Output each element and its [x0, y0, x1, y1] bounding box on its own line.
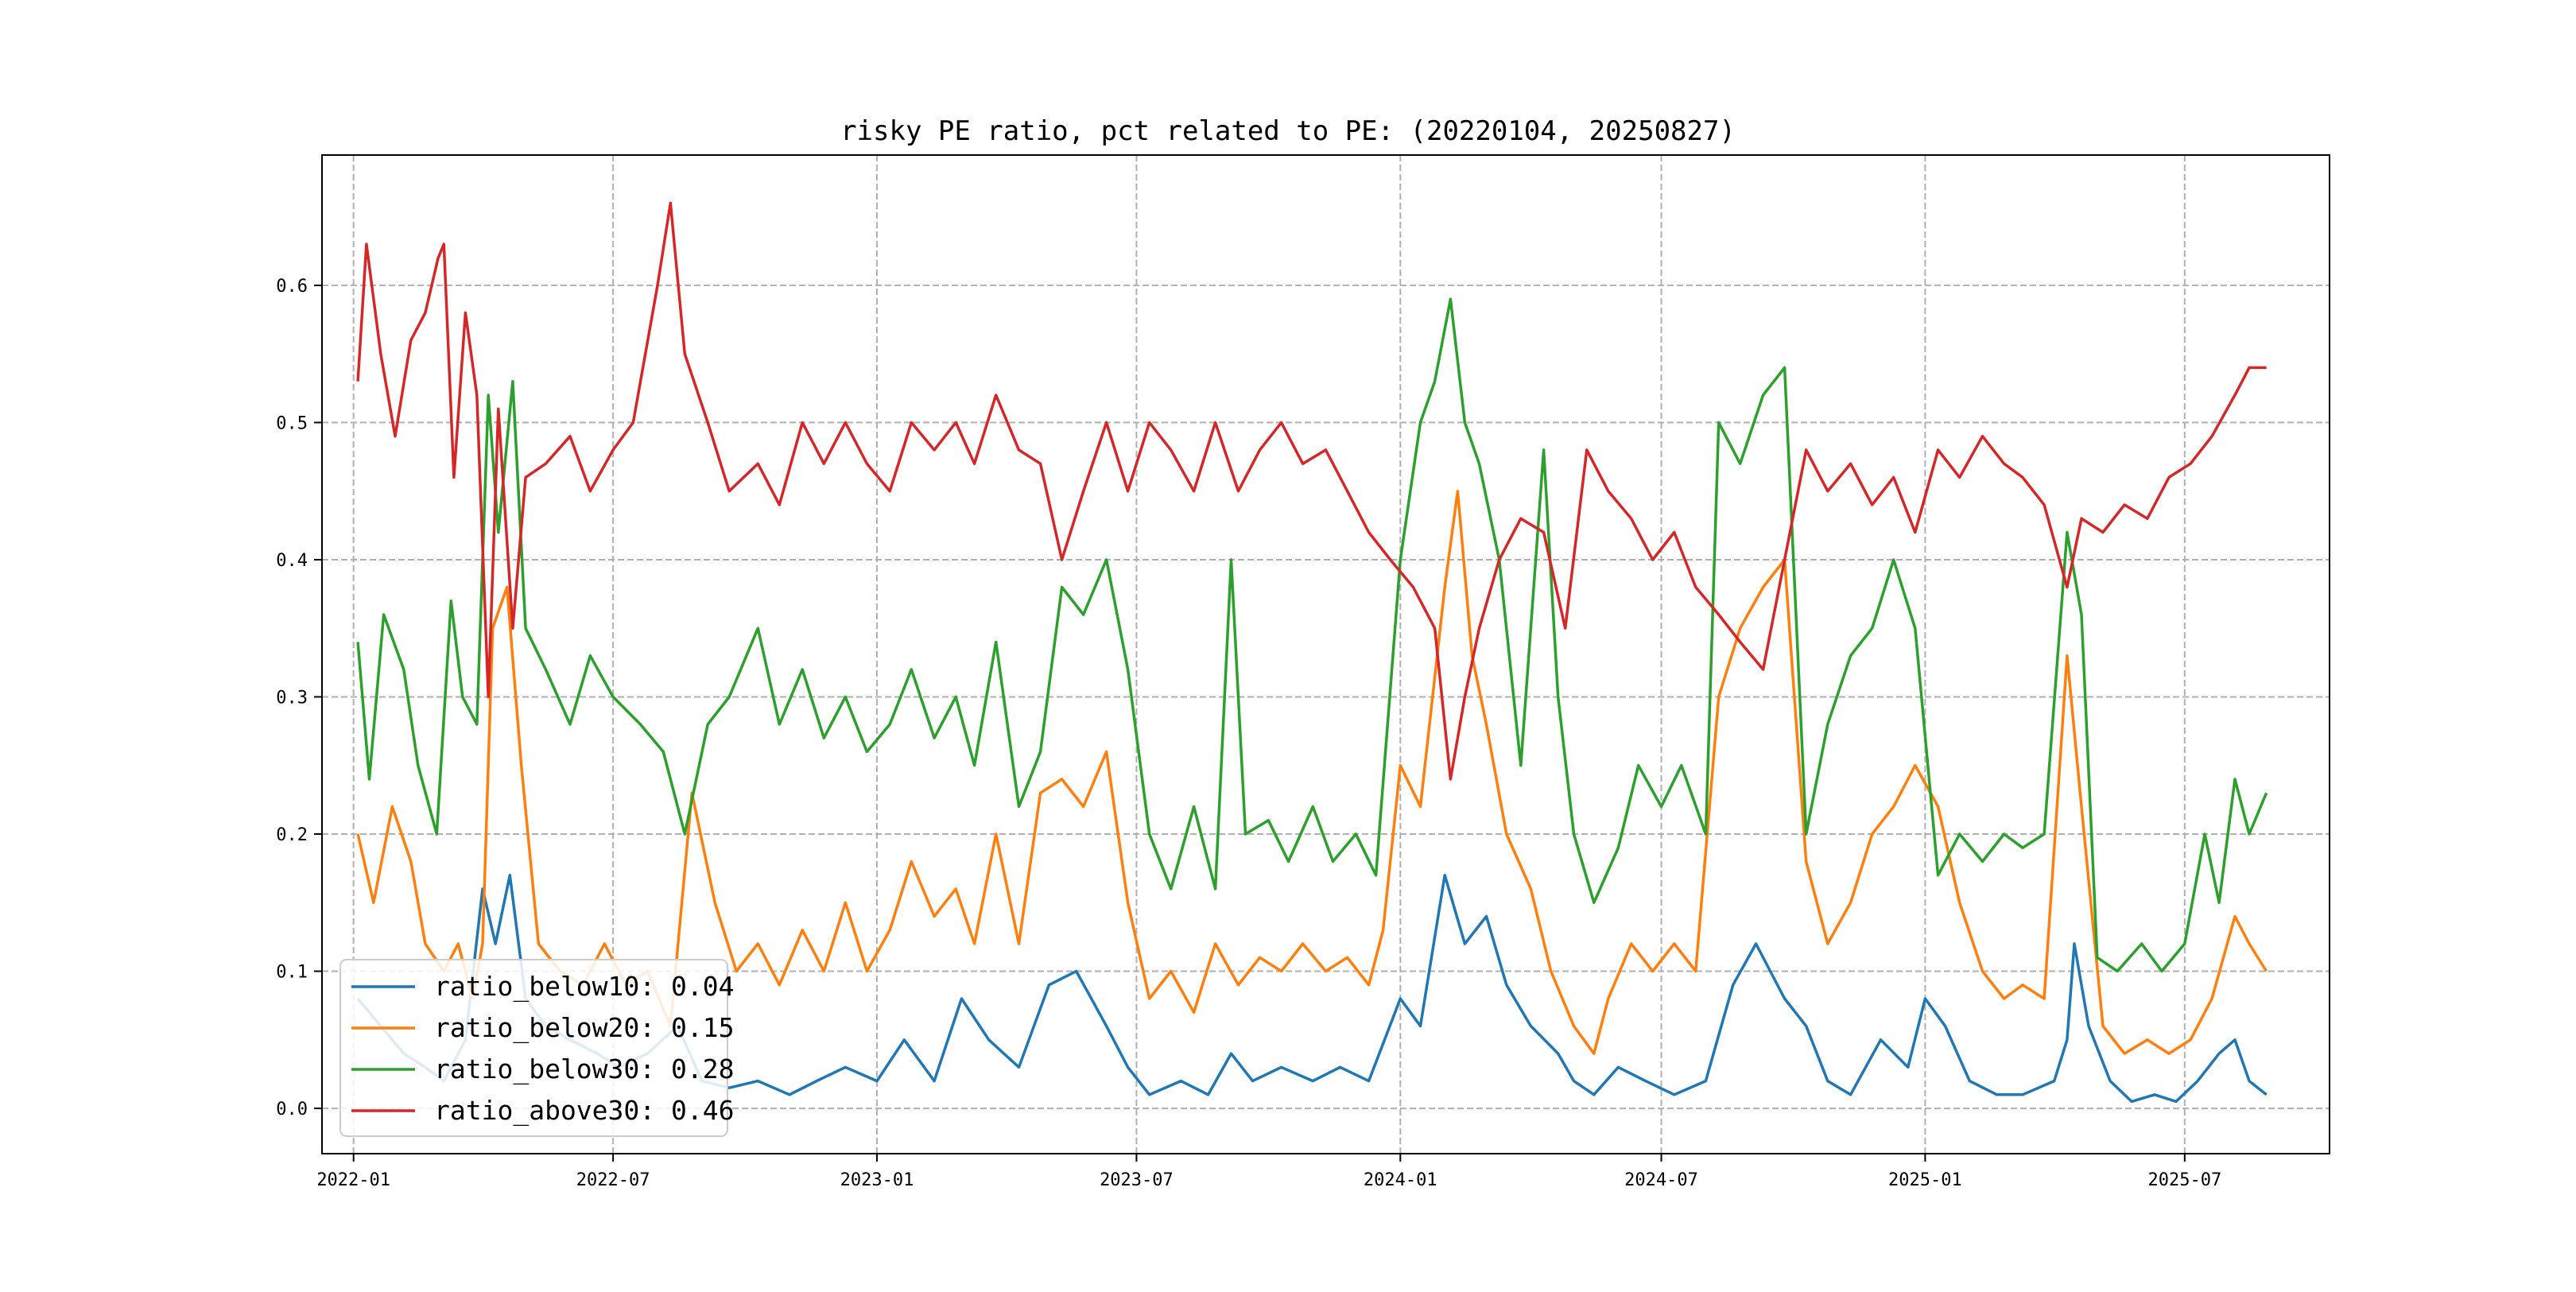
legend-label-ratio_above30: ratio_above30: 0.46: [434, 1095, 735, 1127]
legend-label-ratio_below30: ratio_below30: 0.28: [434, 1053, 735, 1085]
axis-ticks: 2022-01 2022-07 2023-01 2023-07 2024-01 2024-…: [276, 277, 2221, 1190]
x-tick-label: 2022-01: [316, 1170, 390, 1190]
x-tick-label: 2025-07: [2147, 1170, 2221, 1190]
series-line-ratio_above30: [356, 201, 2267, 781]
x-tick-label: 2023-07: [1100, 1170, 1174, 1190]
y-tick-label: 0.3: [276, 688, 308, 708]
legend: ratio_below10: 0.04 ratio_below20: 0.15 ra…: [339, 959, 735, 1137]
x-tick-label: 2024-07: [1624, 1170, 1698, 1190]
y-tick-label: 0.1: [276, 963, 308, 983]
legend-label-ratio_below10: ratio_below10: 0.04: [434, 971, 735, 1003]
x-tick-label: 2024-01: [1364, 1170, 1437, 1190]
legend-label-ratio_below20: ratio_below20: 0.15: [434, 1012, 735, 1044]
y-tick-label: 0.0: [276, 1100, 308, 1119]
chart-title: risky PE ratio, pct related to PE: (2022…: [840, 115, 1736, 147]
legend-box: [339, 959, 728, 1137]
x-tick-label: 2023-01: [840, 1170, 914, 1190]
y-tick-label: 0.2: [276, 825, 308, 845]
x-tick-label: 2025-01: [1888, 1170, 1962, 1190]
y-tick-label: 0.5: [276, 413, 308, 433]
x-tick-label: 2022-07: [576, 1170, 650, 1190]
plot-frame: [321, 154, 2330, 1154]
y-tick-label: 0.4: [276, 551, 308, 571]
y-tick-label: 0.6: [276, 277, 308, 297]
series-line-ratio_below30: [356, 297, 2268, 973]
